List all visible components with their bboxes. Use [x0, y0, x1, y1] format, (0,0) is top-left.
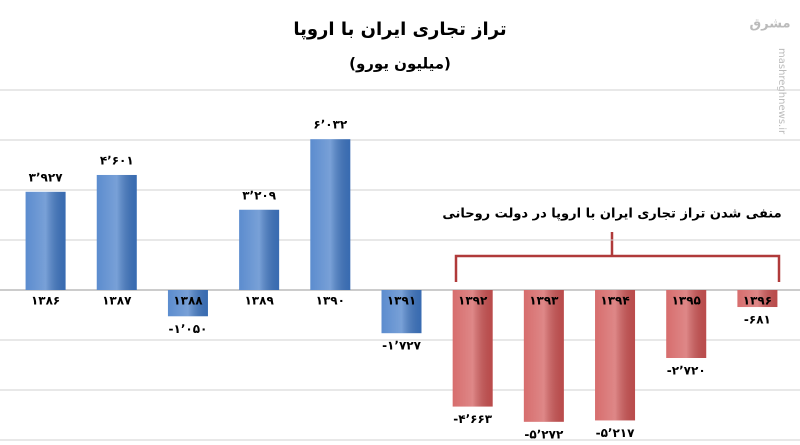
bar-shade: [523, 290, 564, 422]
bar-shade: [595, 290, 636, 421]
x-tick-label: ۱۳۸۶: [31, 294, 60, 308]
value-label: ۶٬۰۳۲: [313, 118, 348, 132]
bar-shade: [25, 191, 66, 290]
plot: ۱۳۸۶ ۳٬۹۲۷ ۱۳۸۷ ۴٬۶۰۱ ۱۳۸۸ -۱٬۰۵۰ ۱۳۸۹ ۳٬۲۰۹ ۱۳۹…: [0, 89, 800, 441]
logo: مشرق: [750, 17, 791, 32]
bar-shade: [666, 290, 707, 358]
value-label: ۳٬۹۲۷: [29, 170, 64, 184]
value-label: -۲٬۷۲۰: [667, 364, 706, 378]
chart-title: تراز تجاری ایران با اروپا: [293, 19, 506, 40]
value-label: -۱٬۰۵۰: [169, 322, 208, 336]
value-label: -۶۸۱: [744, 313, 771, 327]
value-label: ۴٬۶۰۱: [100, 153, 134, 167]
chart-subtitle: (میلیون یورو): [349, 55, 451, 73]
x-tick-label: ۱۳۸۷: [102, 294, 132, 308]
annotation-bracket: [454, 232, 781, 282]
value-label: -۵٬۲۱۷: [596, 426, 636, 440]
x-tick-label: ۱۳۹۴: [600, 294, 629, 308]
annotation: منفی شدن تراز تجاری ایران با اروپا در دو…: [442, 207, 781, 222]
x-tick-label: ۱۳۹۱: [387, 294, 416, 308]
bar-shade: [239, 209, 280, 290]
watermark: mashreghnews.ir: [776, 48, 787, 135]
value-label: ۳٬۲۰۹: [242, 188, 277, 202]
x-tick-label: ۱۳۹۳: [529, 294, 559, 308]
x-tick-label: ۱۳۹۵: [672, 294, 701, 308]
x-tick-label: ۱۳۹۲: [458, 294, 488, 308]
bar-shade: [167, 290, 208, 317]
x-tick-label: ۱۳۸۸: [173, 294, 203, 308]
x-tick-label: ۱۳۹۶: [743, 294, 772, 308]
x-tick-label: ۱۳۹۰: [316, 294, 345, 308]
bar-shade: [96, 174, 137, 290]
bar-shade: [452, 290, 493, 407]
bar-shade: [381, 290, 422, 334]
value-label: -۵٬۲۷۲: [524, 427, 564, 441]
value-label: -۱٬۷۲۷: [382, 339, 422, 353]
bar-shade: [737, 290, 778, 308]
x-tick-label: ۱۳۸۹: [244, 294, 274, 308]
value-label: -۴٬۶۶۳: [453, 412, 493, 426]
bar-shade: [310, 139, 351, 290]
